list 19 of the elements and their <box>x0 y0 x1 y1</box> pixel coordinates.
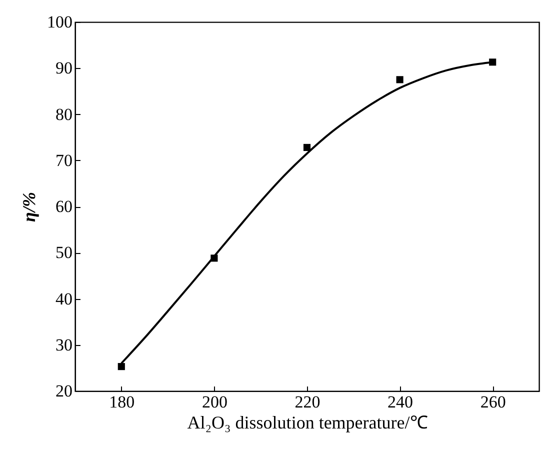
y-tick-label: 50 <box>56 243 72 262</box>
y-tick-label: 80 <box>56 104 72 124</box>
y-tick-label: 100 <box>47 12 72 32</box>
x-axis-title: Al₂O₃ dissolution temperature/℃ <box>187 412 428 432</box>
y-axis-title: η/% <box>19 192 39 222</box>
y-tick-label: 60 <box>56 197 72 216</box>
point <box>303 144 311 151</box>
x-tick-label: 220 <box>294 392 320 412</box>
y-tick-label: 30 <box>56 335 72 354</box>
y-tick-label: 40 <box>56 289 72 308</box>
x-tick-label: 200 <box>202 392 228 412</box>
y-tick-label: 20 <box>56 382 72 400</box>
x-tick-label: 180 <box>109 392 135 412</box>
y-tick-label: 70 <box>56 150 72 170</box>
x-tick-label: 240 <box>388 392 414 412</box>
y-tick-label: 90 <box>56 58 72 78</box>
x-tick-label: 260 <box>480 392 506 412</box>
point <box>396 76 404 84</box>
point <box>118 363 125 370</box>
